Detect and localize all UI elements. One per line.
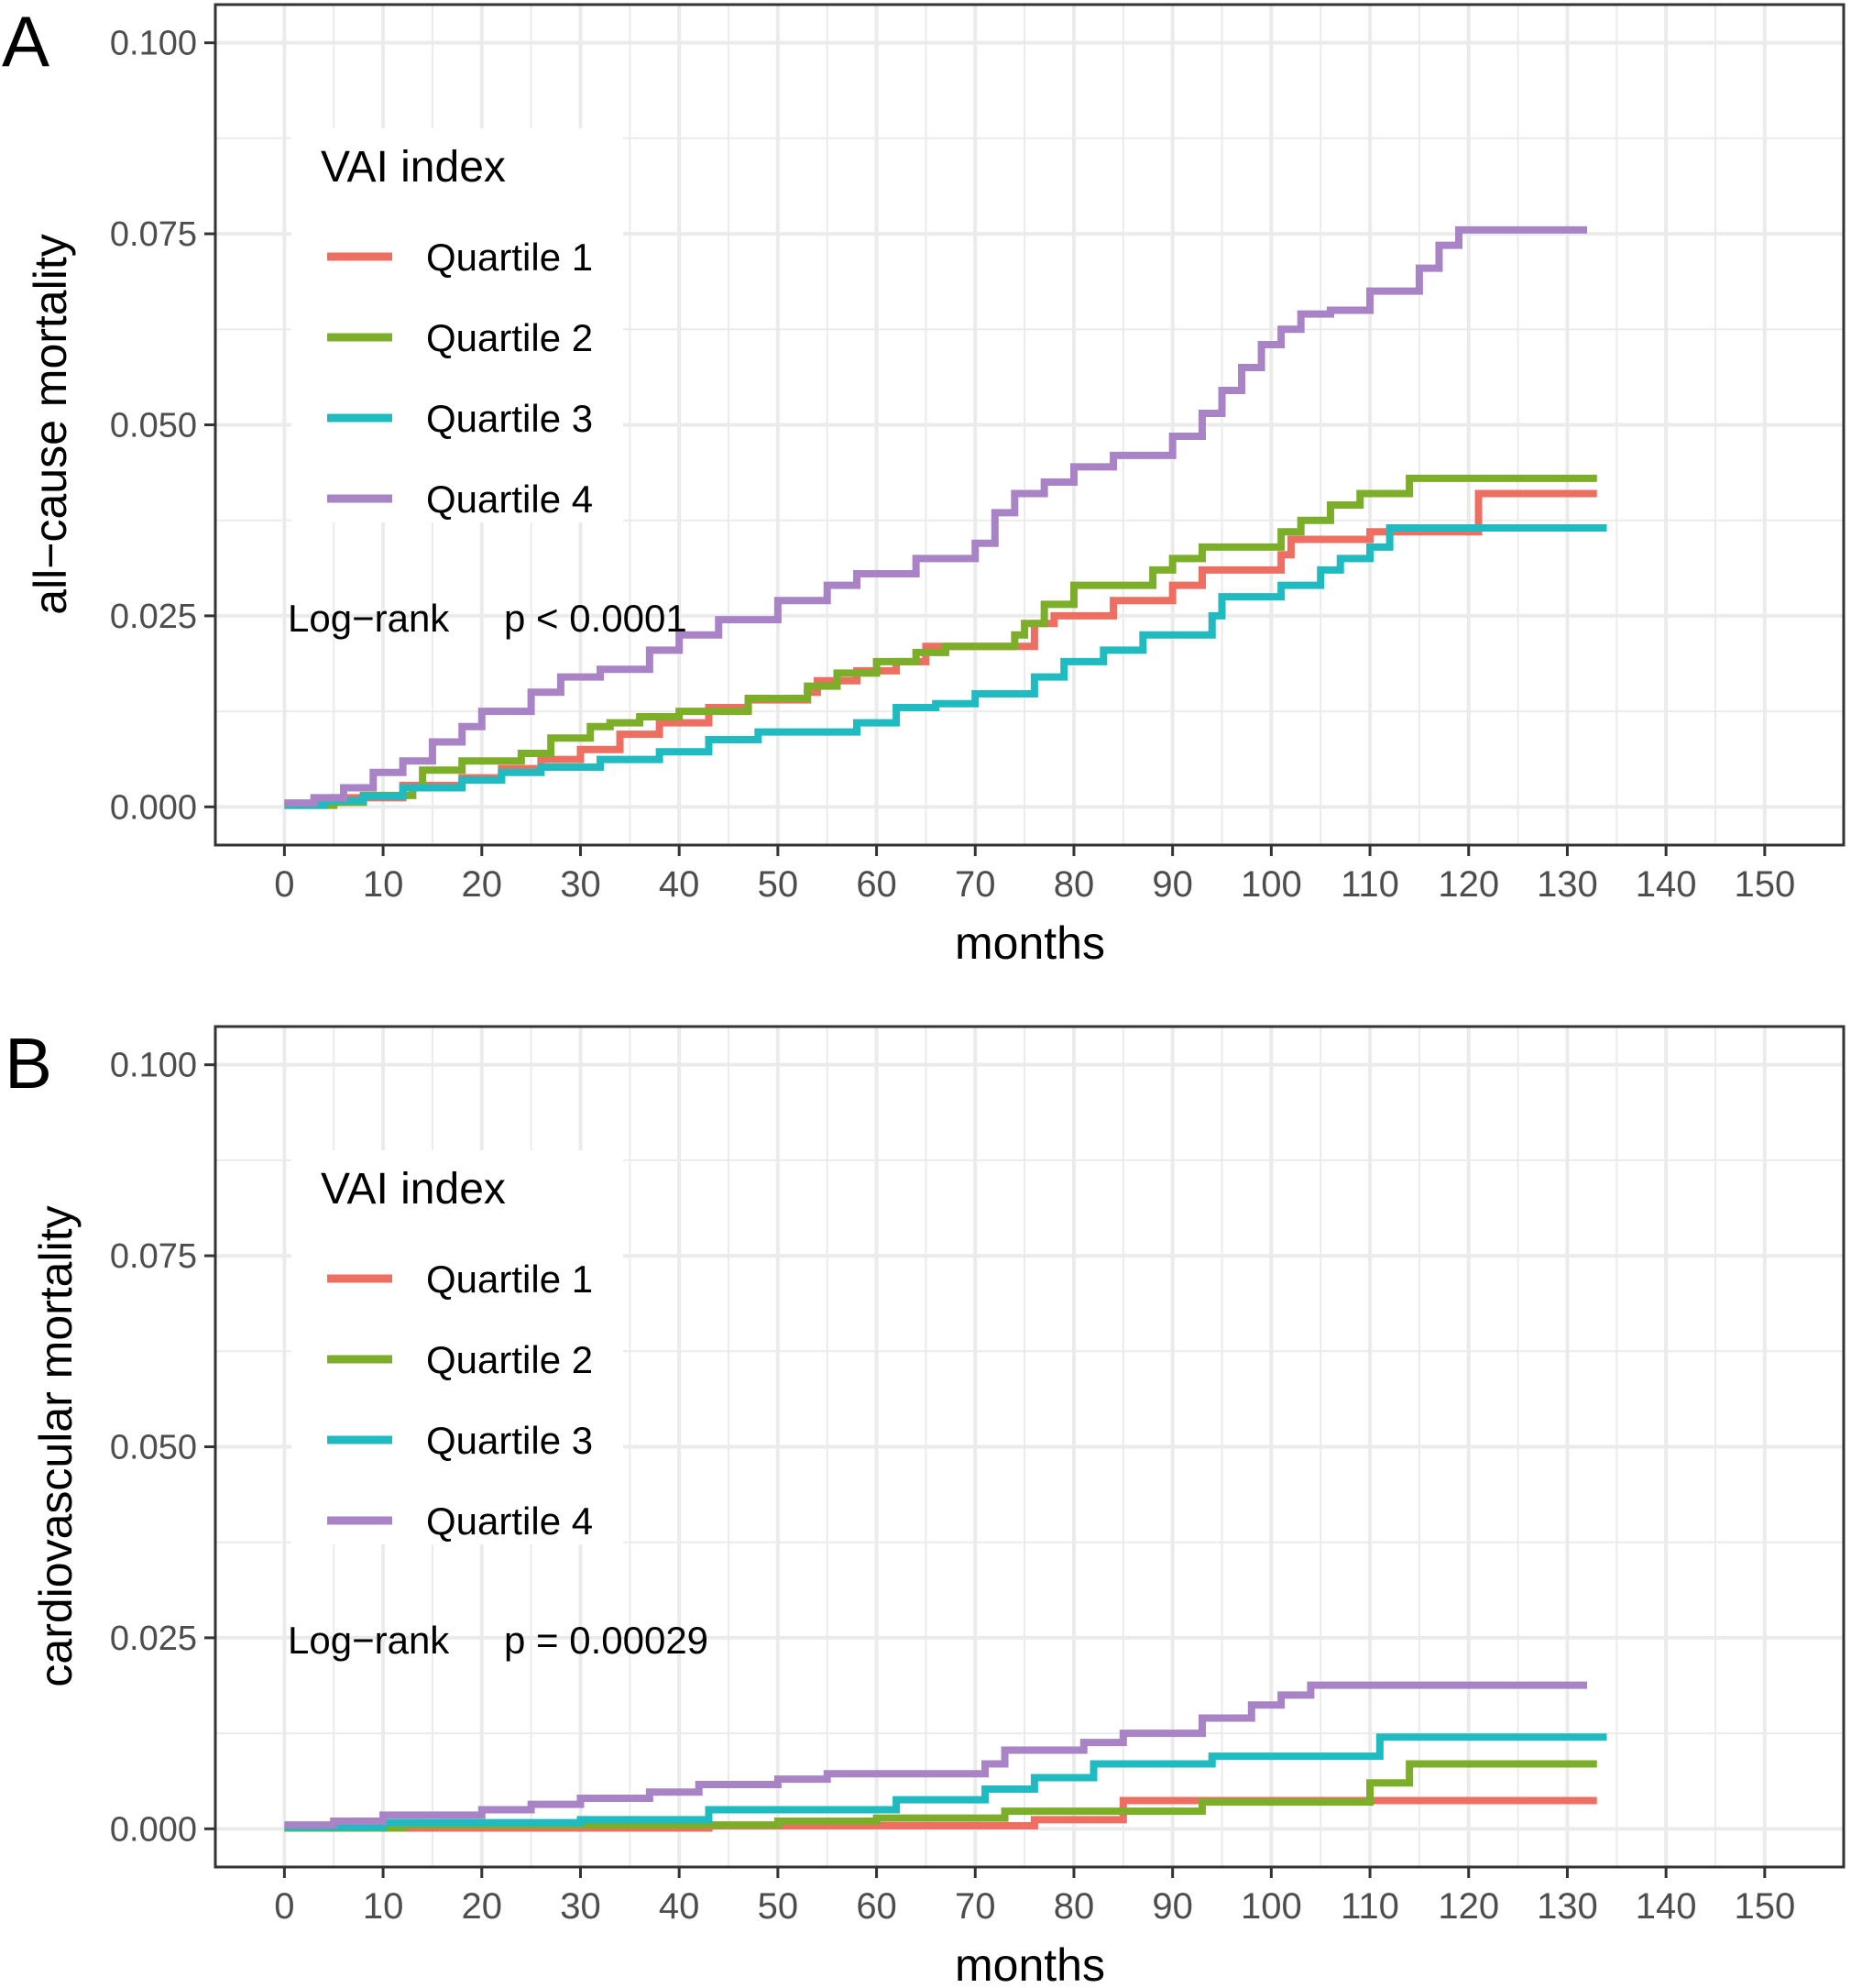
panel-a-x-tick-label: 130 bbox=[1537, 864, 1598, 905]
panel-a-lines bbox=[284, 225, 1607, 809]
panel-b-label: B bbox=[5, 1023, 52, 1104]
panel-b-x-tick-label: 100 bbox=[1241, 1886, 1302, 1927]
panel-a-series-quartile-2-line bbox=[284, 474, 1597, 809]
panel-b-y-tick-label: 0.050 bbox=[110, 1429, 197, 1467]
panel-b-x-tick-label: 80 bbox=[1054, 1886, 1095, 1927]
panel-a-label: A bbox=[2, 1, 49, 82]
panel-b-x-tick-label: 120 bbox=[1438, 1886, 1499, 1927]
panel-a-legend-label-q1: Quartile 1 bbox=[426, 236, 593, 279]
panel-a-x-tick-label: 90 bbox=[1152, 864, 1193, 905]
panel-a-x-tick-label: 0 bbox=[274, 864, 294, 905]
panel-a-legend-label-q4: Quartile 4 bbox=[426, 478, 593, 521]
panel-b: 0.000 0.025 0.050 0.075 0.100 0 10 20 30 40 50 60 7… bbox=[5, 1023, 1846, 1988]
panel-b-x-tick-label: 150 bbox=[1734, 1886, 1795, 1927]
panel-b-x-tick-label: 10 bbox=[363, 1886, 404, 1927]
panel-b-legend-label-q2: Quartile 2 bbox=[426, 1338, 593, 1381]
panel-b-y-axis-title: cardiovascular mortality bbox=[30, 1205, 82, 1686]
panel-a-series-quartile-3-line bbox=[284, 524, 1607, 809]
panel-a-x-tick-label: 120 bbox=[1438, 864, 1499, 905]
panel-b-x-tick-label: 110 bbox=[1341, 1886, 1399, 1927]
panel-a-y-tick-label: 0.025 bbox=[110, 598, 197, 636]
panel-a-series-quartile-4-line bbox=[284, 225, 1587, 807]
panel-b-y-ticks: 0.000 0.025 0.050 0.075 0.100 bbox=[110, 1047, 215, 1849]
panel-a-p-value: p < 0.0001 bbox=[504, 597, 687, 640]
panel-b-lines bbox=[284, 1681, 1607, 1832]
panel-b-x-tick-label: 90 bbox=[1152, 1886, 1193, 1927]
panel-b-y-tick-label: 0.100 bbox=[110, 1047, 197, 1085]
panel-b-p-value: p = 0.00029 bbox=[504, 1619, 708, 1662]
panel-a-x-tick-label: 140 bbox=[1636, 864, 1697, 905]
panel-a-x-tick-label: 100 bbox=[1241, 864, 1302, 905]
panel-b-legend-title: VAI index bbox=[321, 1165, 506, 1214]
panel-a-legend: VAI index Quartile 1 Quartile 2 Quartile… bbox=[291, 128, 623, 522]
panel-b-series-quartile-3-line bbox=[284, 1733, 1607, 1831]
panel-b-x-tick-label: 60 bbox=[856, 1886, 897, 1927]
panel-b-x-tick-label: 40 bbox=[659, 1886, 700, 1927]
panel-b-x-ticks: 0 10 20 30 40 50 60 70 80 90 100 110 120 130 140 150 bbox=[274, 1867, 1795, 1927]
panel-b-x-tick-label: 20 bbox=[462, 1886, 503, 1927]
panel-a-y-ticks: 0.000 0.025 0.050 0.075 0.100 bbox=[110, 25, 215, 827]
panel-a-legend-title: VAI index bbox=[321, 143, 506, 192]
panel-a-y-axis-title: all−cause mortality bbox=[25, 234, 76, 614]
panel-b-x-axis-title: months bbox=[955, 1939, 1105, 1988]
panel-a-logrank-label: Log−rank bbox=[288, 597, 450, 640]
panel-a: 0.000 0.025 0.050 0.075 0.100 0 10 20 30 40 50 60 7… bbox=[2, 1, 1846, 969]
panel-b-x-tick-label: 70 bbox=[955, 1886, 996, 1927]
panel-a-y-tick-label: 0.100 bbox=[110, 25, 197, 63]
panel-a-x-tick-label: 70 bbox=[955, 864, 996, 905]
panel-a-x-tick-label: 60 bbox=[856, 864, 897, 905]
panel-b-x-tick-label: 0 bbox=[274, 1886, 294, 1927]
panel-a-y-tick-label: 0.075 bbox=[110, 215, 197, 254]
panel-a-x-tick-label: 40 bbox=[659, 864, 700, 905]
panel-a-x-tick-label: 50 bbox=[758, 864, 799, 905]
panel-a-x-tick-label: 150 bbox=[1734, 864, 1795, 905]
panel-b-y-tick-label: 0.025 bbox=[110, 1620, 197, 1658]
panel-a-y-tick-label: 0.000 bbox=[110, 788, 197, 827]
panel-a-x-tick-label: 80 bbox=[1054, 864, 1095, 905]
panel-b-y-tick-label: 0.000 bbox=[110, 1810, 197, 1849]
panel-b-x-tick-label: 140 bbox=[1636, 1886, 1697, 1927]
panel-a-x-tick-label: 20 bbox=[462, 864, 503, 905]
panel-a-x-ticks: 0 10 20 30 40 50 60 70 80 90 100 110 120 130 140 150 bbox=[274, 845, 1795, 905]
panel-a-x-tick-label: 10 bbox=[363, 864, 404, 905]
panel-a-x-tick-label: 30 bbox=[560, 864, 601, 905]
panel-b-series-quartile-2-line bbox=[284, 1760, 1597, 1832]
panel-b-logrank-label: Log−rank bbox=[288, 1619, 450, 1662]
panel-b-x-tick-label: 50 bbox=[758, 1886, 799, 1927]
panel-a-legend-label-q2: Quartile 2 bbox=[426, 316, 593, 359]
panel-b-y-tick-label: 0.075 bbox=[110, 1237, 197, 1276]
panel-a-y-tick-label: 0.050 bbox=[110, 407, 197, 445]
panel-a-x-axis-title: months bbox=[955, 917, 1105, 969]
panel-b-legend-label-q1: Quartile 1 bbox=[426, 1258, 593, 1301]
panel-a-legend-background bbox=[291, 128, 623, 522]
panel-b-x-tick-label: 30 bbox=[560, 1886, 601, 1927]
panel-b-legend-label-q3: Quartile 3 bbox=[426, 1419, 593, 1462]
panel-a-grid bbox=[215, 5, 1844, 845]
panel-a-legend-label-q3: Quartile 3 bbox=[426, 397, 593, 440]
panel-b-x-tick-label: 130 bbox=[1537, 1886, 1598, 1927]
panel-b-series-quartile-4-line bbox=[284, 1681, 1587, 1829]
panel-b-legend: VAI index Quartile 1 Quartile 2 Quartile… bbox=[291, 1150, 623, 1544]
panel-b-legend-background bbox=[291, 1150, 623, 1544]
panel-b-legend-label-q4: Quartile 4 bbox=[426, 1499, 593, 1543]
panel-a-x-tick-label: 110 bbox=[1341, 864, 1399, 905]
